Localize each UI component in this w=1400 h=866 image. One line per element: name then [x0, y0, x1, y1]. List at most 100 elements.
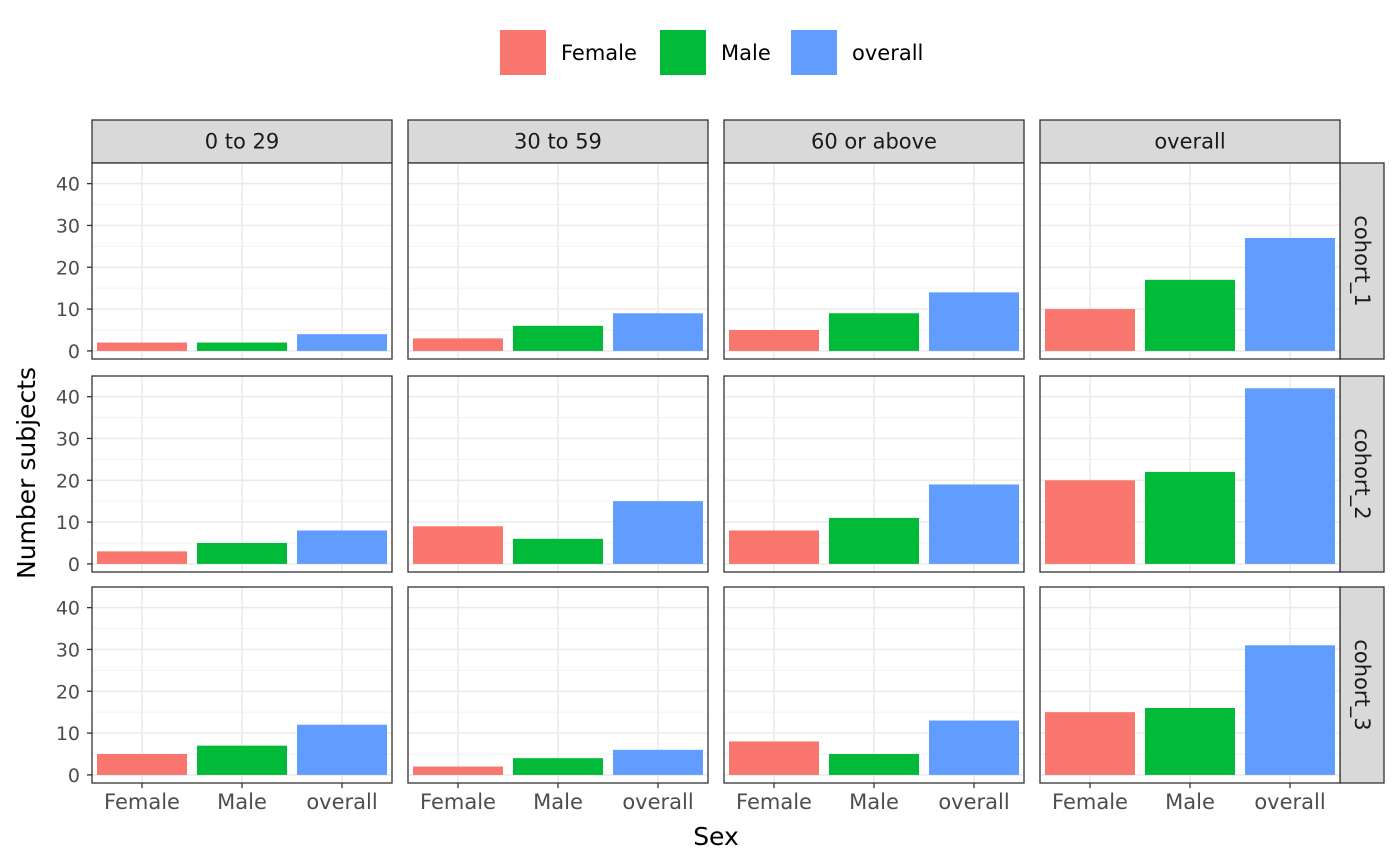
bar-overall	[613, 313, 703, 351]
strip-row-cohort-3	[1339, 586, 1385, 784]
y-tick-label: 30	[56, 639, 80, 661]
panel-cohort-3-30-to-59	[407, 586, 709, 784]
x-tick-label: Female	[1052, 790, 1128, 814]
bar-overall	[929, 484, 1019, 564]
x-tick-label: Female	[420, 790, 496, 814]
strip-col-30-to-59	[407, 119, 709, 164]
bar-overall	[929, 292, 1019, 351]
bar-overall	[1245, 388, 1335, 564]
legend-swatch-male	[660, 30, 706, 75]
panel-cohort-1-0-to-29	[91, 162, 393, 360]
y-tick-label: 30	[56, 428, 80, 450]
x-tick-label: overall	[306, 790, 377, 814]
panel-border	[723, 162, 1025, 360]
x-axis-title: Sex	[693, 822, 739, 851]
x-tick-label: Female	[104, 790, 180, 814]
bar-female	[1045, 480, 1135, 564]
bar-overall	[297, 724, 387, 775]
x-tick-label: Male	[533, 790, 583, 814]
bar-male	[197, 342, 287, 351]
strip-col-label: 60 or above	[811, 130, 937, 154]
bar-female	[97, 342, 187, 351]
panel-border	[407, 162, 709, 360]
x-tick-label: Male	[1165, 790, 1215, 814]
bar-male	[1145, 471, 1235, 564]
bar-overall	[297, 334, 387, 351]
strip-row-cohort-1	[1339, 162, 1385, 360]
y-tick-label: 40	[56, 387, 80, 409]
bar-female	[413, 766, 503, 775]
y-tick-label: 10	[56, 723, 80, 745]
x-tick-label: overall	[1254, 790, 1325, 814]
bar-female	[729, 329, 819, 351]
legend: Female Male overall	[500, 30, 923, 75]
bar-overall	[613, 749, 703, 775]
panel-cohort-2-overall	[1039, 375, 1341, 573]
panel-cohort-3-60-or-above	[723, 586, 1025, 784]
panel-border	[91, 375, 393, 573]
strip-row-label: cohort_3	[1349, 639, 1374, 730]
column-strips: 0 to 29 30 to 59 60 or above overall	[91, 119, 1341, 164]
strip-col-label: overall	[1154, 130, 1225, 154]
bar-male	[829, 517, 919, 564]
strip-col-0-to-29	[91, 119, 393, 164]
axes: 0 10 20 30 40 0 10 20 30 40 0 10 20 30 40 Female Male ove…	[56, 174, 1326, 814]
bar-female	[1045, 712, 1135, 775]
panel-border	[1039, 375, 1341, 573]
strip-col-label: 30 to 59	[514, 130, 602, 154]
panel-cohort-1-30-to-59	[407, 162, 709, 360]
x-tick-label: Female	[736, 790, 812, 814]
panel-border	[91, 162, 393, 360]
y-tick-label: 0	[68, 554, 80, 576]
bar-female	[413, 338, 503, 351]
bar-male	[1145, 279, 1235, 351]
bar-male	[513, 325, 603, 351]
panel-cohort-1-60-or-above	[723, 162, 1025, 360]
panel-cohort-2-0-to-29	[91, 375, 393, 573]
panel-border	[407, 375, 709, 573]
legend-label: overall	[852, 41, 923, 65]
bar-male	[513, 758, 603, 775]
y-tick-label: 30	[56, 215, 80, 237]
bar-female	[413, 526, 503, 564]
strip-col-label: 0 to 29	[205, 130, 280, 154]
panel-border	[723, 375, 1025, 573]
bar-male	[197, 745, 287, 775]
row-strips: cohort_1 cohort_2 cohort_3	[1339, 162, 1385, 784]
y-tick-label: 0	[68, 765, 80, 787]
bar-male	[829, 753, 919, 775]
y-tick-label: 20	[56, 470, 80, 492]
y-axis-title: Number subjects	[12, 367, 41, 579]
panel-cohort-3-overall	[1039, 586, 1341, 784]
x-tick-label: overall	[622, 790, 693, 814]
y-tick-label: 40	[56, 174, 80, 196]
bar-overall	[1245, 238, 1335, 351]
bar-overall	[1245, 645, 1335, 775]
legend-swatch-overall	[791, 30, 837, 75]
strip-row-label: cohort_1	[1349, 215, 1374, 306]
bar-female	[97, 753, 187, 775]
bar-female	[729, 741, 819, 775]
bar-female	[1045, 309, 1135, 351]
strip-col-overall	[1039, 119, 1341, 164]
bar-overall	[613, 501, 703, 564]
y-tick-label: 10	[56, 512, 80, 534]
strip-col-60-or-above	[723, 119, 1025, 164]
y-tick-label: 10	[56, 299, 80, 321]
legend-label: Female	[561, 41, 637, 65]
panel-cohort-3-0-to-29	[91, 586, 393, 784]
y-tick-label: 40	[56, 598, 80, 620]
bar-male	[829, 313, 919, 351]
bar-female	[729, 530, 819, 564]
bar-overall	[929, 720, 1019, 775]
panel-cohort-1-overall	[1039, 162, 1341, 360]
panel-cohort-2-30-to-59	[407, 375, 709, 573]
panels	[91, 162, 1341, 784]
legend-swatch-female	[500, 30, 546, 75]
legend-label: Male	[721, 41, 771, 65]
y-tick-label: 0	[68, 341, 80, 363]
bar-male	[1145, 707, 1235, 775]
y-tick-label: 20	[56, 257, 80, 279]
panel-cohort-2-60-or-above	[723, 375, 1025, 573]
